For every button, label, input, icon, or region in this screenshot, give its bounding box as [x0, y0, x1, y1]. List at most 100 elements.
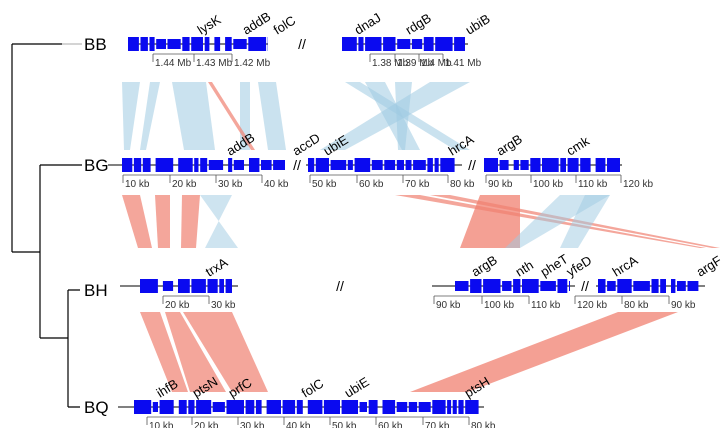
break-marks: // // // // // [293, 36, 589, 294]
gene-block-0-0-3 [156, 39, 166, 49]
gene-label-2-6: argF [694, 253, 723, 280]
gene-block-1-0-1 [133, 158, 142, 172]
gene-label-1-3: hrcA [446, 131, 477, 158]
synteny-link-5 [208, 82, 255, 150]
synteny-link-10 [122, 195, 152, 248]
gene-block-1-0-6 [200, 158, 208, 172]
gene-block-3-0-21 [418, 402, 431, 412]
gene-label-3-4: ubiE [342, 374, 372, 401]
gene-block-1-0-12 [273, 160, 285, 170]
genome-label-bg: BG [84, 156, 109, 175]
gene-block-2-2-8 [687, 281, 699, 291]
gene-block-1-1-3 [347, 160, 353, 170]
gene-label-0-1: addB [240, 9, 274, 38]
gene-block-1-1-7 [396, 160, 404, 170]
gene-block-3-0-26 [465, 400, 479, 414]
gene-block-3-0-8 [245, 400, 255, 414]
tick-label-1-0-3: 40 kb [264, 179, 289, 190]
tick-label-1-1-3: 80 kb [450, 179, 475, 190]
gene-block-1-2-2 [513, 160, 519, 170]
gene-block-0-0-5 [182, 37, 190, 51]
synteny-link-22 [410, 312, 678, 392]
gene-label-0-5: ubiB [463, 11, 493, 38]
tick-label-1-1-0: 50 kb [312, 179, 337, 190]
genome-label-bb: BB [84, 35, 107, 54]
tick-label-2-2-2: 90 kb [671, 300, 696, 311]
tick-label-1-1-2: 70 kb [405, 179, 430, 190]
gene-block-2-1-5 [522, 279, 539, 293]
gene-block-2-2-5 [660, 279, 666, 293]
gene-label-3-3: folC [299, 376, 327, 401]
gene-label-2-0: trxA [203, 254, 231, 279]
tick-label-1-0-1: 20 kb [172, 179, 197, 190]
gene-block-2-1-8 [569, 281, 570, 291]
gene-block-2-2-7 [677, 281, 686, 291]
break-mark-2-0: // [336, 278, 344, 294]
synteny-link-0 [122, 82, 140, 150]
genome-label-bh: BH [84, 281, 108, 300]
gene-block-3-0-19 [396, 402, 408, 412]
synteny-link-11 [155, 195, 170, 248]
gene-block-1-2-7 [567, 158, 579, 172]
gene-block-2-0-6 [225, 279, 232, 293]
tick-label-1-2-0: 90 kb [488, 179, 513, 190]
break-mark-1-1: // [468, 157, 476, 173]
gene-label-0-2: folC [271, 13, 299, 38]
gene-block-2-1-0 [455, 281, 469, 291]
gene-block-3-0-22 [432, 400, 446, 414]
synteny-link-20 [165, 312, 226, 392]
gene-block-2-0-5 [219, 279, 224, 293]
tick-label-2-2-0: 120 kb [577, 300, 607, 311]
gene-label-1-4: argB [494, 131, 525, 158]
gene-block-2-0-1 [162, 281, 174, 291]
gene-block-2-2-2 [617, 279, 632, 293]
gene-block-3-0-17 [368, 400, 378, 414]
gene-block-2-1-2 [483, 279, 501, 293]
synteny-link-19 [140, 312, 188, 392]
gene-block-1-2-1 [499, 160, 509, 170]
gene-label-0-3: dnaJ [352, 10, 384, 38]
gene-block-3-0-4 [188, 400, 195, 414]
gene-block-2-2-1 [607, 281, 616, 291]
synteny-link-1 [140, 82, 160, 150]
gene-block-1-1-0 [308, 158, 315, 172]
gene-block-2-2-6 [671, 279, 676, 293]
gene-block-1-0-11 [261, 160, 272, 170]
gene-block-0-0-2 [149, 37, 155, 51]
tick-label-3-0-4: 50 kb [332, 421, 357, 428]
gene-block-3-0-24 [452, 400, 457, 414]
tick-label-0-0-1: 1.43 Mb [196, 58, 233, 69]
tick-label-1-2-2: 110 kb [578, 179, 608, 190]
tick-label-3-0-7: 80 kb [471, 421, 496, 428]
gene-block-2-2-4 [651, 279, 659, 293]
gene-block-3-0-12 [296, 400, 303, 414]
gene-block-1-1-8 [405, 160, 412, 170]
gene-block-3-0-3 [178, 400, 187, 414]
gene-block-0-0-1 [140, 37, 148, 51]
tick-label-0-1-0: 1.38 Mb [372, 58, 409, 69]
synteny-link-16 [460, 195, 520, 248]
gene-block-1-1-11 [434, 158, 439, 172]
gene-block-3-0-18 [382, 400, 396, 414]
gene-block-0-1-6 [423, 37, 434, 51]
gene-label-2-1: argB [469, 252, 500, 279]
gene-block-0-1-4 [397, 39, 411, 49]
gene-block-2-1-3 [502, 281, 512, 291]
gene-block-0-0-10 [233, 39, 247, 49]
gene-block-1-2-8 [580, 158, 591, 172]
gene-block-1-1-9 [413, 160, 426, 170]
synteny-link-21 [183, 312, 268, 392]
tick-label-2-1-2: 110 kb [531, 300, 561, 311]
gene-block-3-0-13 [307, 400, 323, 414]
tick-label-2-0-1: 30 kb [211, 300, 236, 311]
synteny-link-9 [320, 82, 470, 150]
tick-label-0-0-2: 1.42 Mb [234, 58, 271, 69]
gene-block-1-0-8 [228, 158, 233, 172]
tick-label-2-1-0: 90 kb [436, 300, 461, 311]
gene-block-3-0-14 [323, 400, 340, 414]
gene-label-1-5: cmk [564, 133, 593, 159]
gene-block-3-0-20 [408, 402, 418, 412]
gene-block-0-0-7 [204, 37, 210, 51]
gene-block-0-0-9 [225, 37, 232, 51]
